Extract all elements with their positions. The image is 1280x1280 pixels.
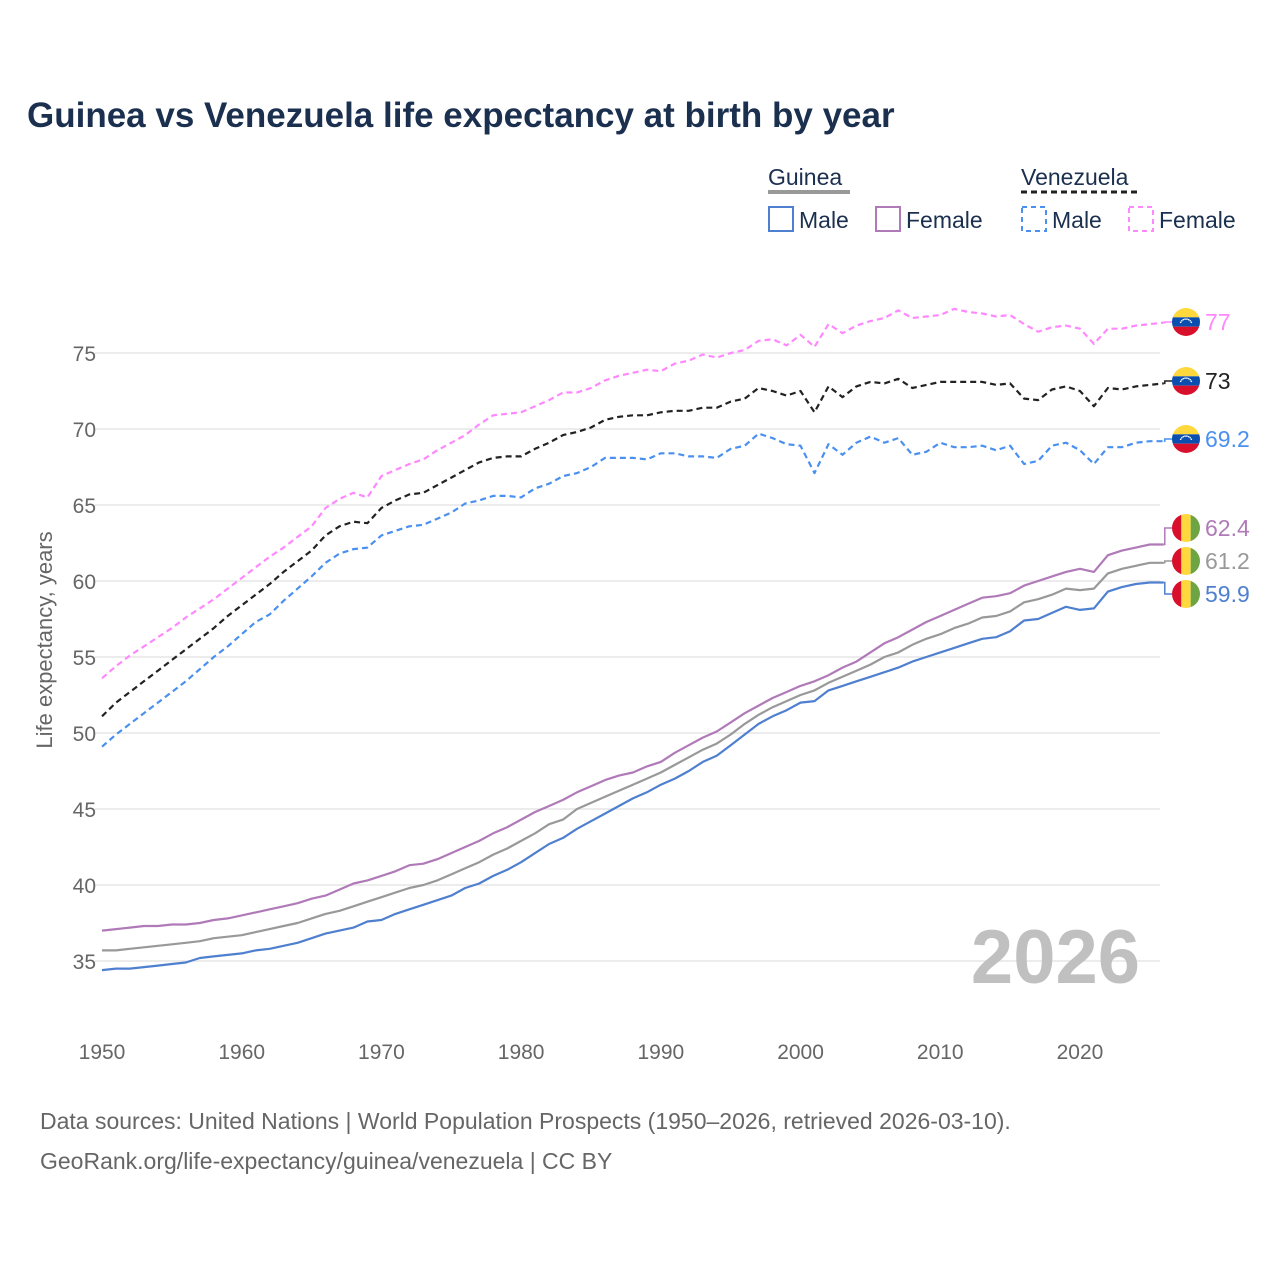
series-line-venezuela-male: [101, 432, 1164, 748]
guinea-flag-icon: [1172, 547, 1200, 575]
series-line-guinea-female: [101, 543, 1164, 932]
y-tick-label: 35: [73, 951, 96, 974]
x-tick-label: 1980: [498, 1041, 545, 1064]
legend-venezuela-female-swatch: [1128, 206, 1154, 232]
y-tick-label: 50: [73, 723, 96, 746]
gridlines: [95, 352, 1160, 962]
y-tick-label: 60: [73, 571, 96, 594]
x-tick-label: 2000: [777, 1041, 824, 1064]
end-connector: [1163, 321, 1174, 324]
end-connector: [1163, 380, 1174, 385]
y-tick-label: 40: [73, 875, 96, 898]
venezuela-flag-icon: [1172, 308, 1200, 336]
legend-guinea-female-swatch: [875, 206, 901, 232]
y-tick-label: 70: [73, 419, 96, 442]
y-tick-label: 65: [73, 495, 96, 518]
end-connector: [1163, 527, 1174, 546]
end-connector: [1163, 438, 1174, 442]
series-lines: [101, 307, 1164, 972]
year-watermark: 2026: [971, 915, 1140, 1000]
end-label-venezuela-total: 73: [1205, 368, 1231, 394]
legend-venezuela-title: Venezuela: [1021, 164, 1129, 190]
x-tick-label: 1960: [218, 1041, 265, 1064]
x-tick-label: 1970: [358, 1041, 405, 1064]
legend-venezuela-male-swatch: [1021, 206, 1047, 232]
chart-title: Guinea vs Venezuela life expectancy at b…: [27, 96, 895, 135]
x-tick-label: 1990: [637, 1041, 684, 1064]
legend: Guinea Venezuela Male Female Male Female: [768, 164, 1236, 233]
y-tick-label: 45: [73, 799, 96, 822]
y-axis-ticks: 35 40 45 50 55 60 65 70 75: [73, 343, 96, 974]
end-label-venezuela-male: 69.2: [1205, 426, 1250, 452]
source-line-1: Data sources: United Nations | World Pop…: [40, 1108, 1011, 1134]
end-labels: 77 73 69.2 62.4 61.2 59.9: [1163, 308, 1250, 608]
series-line-guinea-male: [101, 581, 1164, 972]
end-label-venezuela-female: 77: [1205, 309, 1231, 335]
y-tick-label: 75: [73, 343, 96, 366]
guinea-flag-icon: [1172, 580, 1200, 608]
legend-guinea-title: Guinea: [768, 164, 842, 190]
series-line-venezuela-total: [101, 377, 1164, 718]
legend-venezuela-male: Male: [1052, 207, 1102, 233]
legend-guinea-female: Female: [906, 207, 983, 233]
end-connector: [1163, 581, 1174, 595]
x-tick-label: 2020: [1057, 1041, 1104, 1064]
venezuela-flag-icon: [1172, 425, 1200, 453]
x-tick-label: 2010: [917, 1041, 964, 1064]
x-axis-ticks: 1950 1960 1970 1980 1990 2000 2010 2020: [79, 1041, 1104, 1064]
guinea-flag-icon: [1172, 514, 1200, 542]
series-line-guinea-total: [102, 561, 1164, 952]
legend-guinea-male: Male: [799, 207, 849, 233]
legend-venezuela-female: Female: [1159, 207, 1236, 233]
venezuela-flag-icon: [1172, 367, 1200, 395]
y-tick-label: 55: [73, 647, 96, 670]
source-line-2: GeoRank.org/life-expectancy/guinea/venez…: [40, 1148, 613, 1174]
end-connector: [1163, 560, 1174, 564]
series-line-venezuela-female: [101, 307, 1164, 680]
x-tick-label: 1950: [79, 1041, 126, 1064]
y-axis-label: Life expectancy, years: [32, 531, 57, 748]
end-label-guinea-female: 62.4: [1205, 515, 1250, 541]
end-label-guinea-male: 59.9: [1205, 581, 1250, 607]
legend-guinea-male-swatch: [768, 206, 794, 232]
end-label-guinea-total: 61.2: [1205, 548, 1250, 574]
